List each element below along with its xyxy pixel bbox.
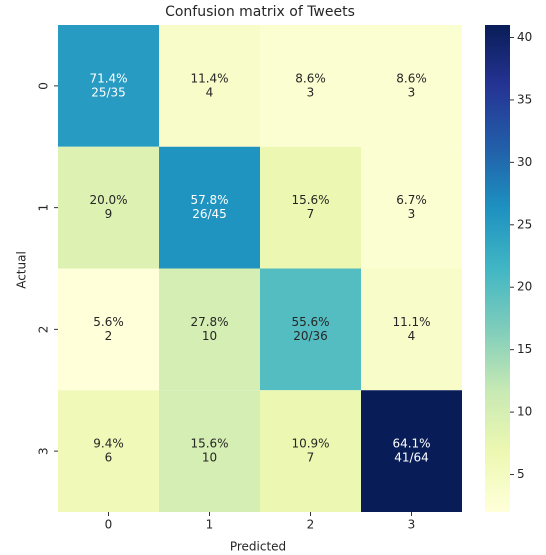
cell-percent-label: 10.9% xyxy=(291,437,329,451)
colorbar xyxy=(485,25,510,512)
cell-percent-label: 9.4% xyxy=(93,437,124,451)
heatmap-cell xyxy=(58,390,159,512)
cell-count-label: 3 xyxy=(408,85,416,99)
x-tick-label: 3 xyxy=(408,518,416,532)
colorbar-tick-label: 20 xyxy=(517,280,532,294)
colorbar-tick-label: 35 xyxy=(517,92,532,106)
heatmap-cell xyxy=(361,25,462,147)
colorbar-tick-label: 30 xyxy=(517,155,532,169)
cell-count-label: 7 xyxy=(307,207,315,221)
cell-count-label: 25/35 xyxy=(91,85,126,99)
y-tick-label: 1 xyxy=(37,204,51,212)
cell-percent-label: 20.0% xyxy=(89,193,127,207)
cell-count-label: 7 xyxy=(307,451,315,465)
colorbar-tick-label: 10 xyxy=(517,405,532,419)
cell-count-label: 20/36 xyxy=(293,329,328,343)
cell-count-label: 4 xyxy=(206,85,214,99)
cell-count-label: 2 xyxy=(105,329,113,343)
x-tick-label: 0 xyxy=(105,518,113,532)
cell-percent-label: 5.6% xyxy=(93,315,124,329)
heatmap-cell xyxy=(260,25,361,147)
y-tick-label: 3 xyxy=(37,447,51,455)
heatmap-cell xyxy=(58,146,159,269)
cell-percent-label: 57.8% xyxy=(190,193,228,207)
heatmap-cell xyxy=(159,390,260,512)
heatmap-cell xyxy=(260,390,361,512)
cell-count-label: 10 xyxy=(202,329,217,343)
heatmap-cell xyxy=(260,268,361,391)
heatmap-cell xyxy=(260,146,361,269)
chart-title: Confusion matrix of Tweets xyxy=(165,4,355,20)
cell-count-label: 3 xyxy=(307,85,315,99)
heatmap-cell xyxy=(361,268,462,391)
cell-percent-label: 27.8% xyxy=(190,315,228,329)
colorbar-tick-label: 40 xyxy=(517,30,532,44)
cell-percent-label: 64.1% xyxy=(392,437,430,451)
heatmap-cell xyxy=(361,146,462,269)
y-tick-label: 2 xyxy=(37,326,51,334)
colorbar-tick-label: 15 xyxy=(517,342,532,356)
heatmap-cell xyxy=(58,25,159,147)
heatmap-cell xyxy=(159,268,260,391)
cell-count-label: 26/45 xyxy=(192,207,227,221)
cell-percent-label: 15.6% xyxy=(291,193,329,207)
cell-percent-label: 55.6% xyxy=(291,315,329,329)
x-tick-label: 1 xyxy=(206,518,214,532)
y-axis-label: Actual xyxy=(15,251,29,289)
cell-percent-label: 8.6% xyxy=(396,71,427,85)
cell-percent-label: 11.1% xyxy=(392,315,430,329)
heatmap-cell xyxy=(361,390,462,512)
cell-count-label: 3 xyxy=(408,207,416,221)
cell-percent-label: 15.6% xyxy=(190,437,228,451)
cell-percent-label: 11.4% xyxy=(190,71,228,85)
cell-percent-label: 6.7% xyxy=(396,193,427,207)
cell-count-label: 10 xyxy=(202,451,217,465)
cell-count-label: 6 xyxy=(105,451,113,465)
cell-percent-label: 8.6% xyxy=(295,71,326,85)
x-axis-label: Predicted xyxy=(230,540,286,554)
cell-percent-label: 71.4% xyxy=(89,71,127,85)
heatmap-cell xyxy=(159,146,260,269)
heatmap-cell xyxy=(159,25,260,147)
colorbar-tick-label: 25 xyxy=(517,217,532,231)
x-tick-label: 2 xyxy=(307,518,315,532)
cell-count-label: 41/64 xyxy=(394,451,429,465)
cell-count-label: 4 xyxy=(408,329,416,343)
colorbar-tick-label: 5 xyxy=(517,467,525,481)
y-tick-label: 0 xyxy=(37,82,51,90)
cell-count-label: 9 xyxy=(105,207,113,221)
heatmap-cell xyxy=(58,268,159,391)
